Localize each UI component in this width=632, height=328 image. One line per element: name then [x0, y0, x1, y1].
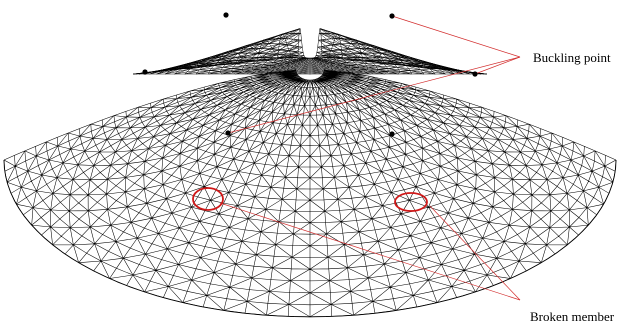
front-shell-mesh [3, 69, 617, 318]
annotation-leaders [219, 15, 521, 301]
buckling-point-label: Buckling point [533, 50, 611, 65]
buckling-node [389, 131, 395, 137]
broken-member-circle [394, 192, 428, 212]
crown-mesh [132, 28, 488, 75]
buckling-node [142, 69, 148, 75]
broken-leader-line [429, 205, 521, 301]
buckling-node [223, 12, 229, 18]
dome-rim [3, 159, 617, 318]
broken-member-label: Broken member [530, 309, 615, 324]
buckling-leader-line [474, 56, 521, 75]
broken-member-circle [192, 187, 224, 211]
buckling-leader-line [391, 15, 521, 58]
buckling-node [225, 130, 231, 136]
annotation-markers [142, 12, 478, 212]
buckling-node [472, 71, 478, 77]
buckling-leader-line [227, 56, 521, 134]
broken-leader-line [219, 202, 521, 301]
buckling-node [389, 13, 395, 19]
dome-mesh [3, 28, 617, 318]
